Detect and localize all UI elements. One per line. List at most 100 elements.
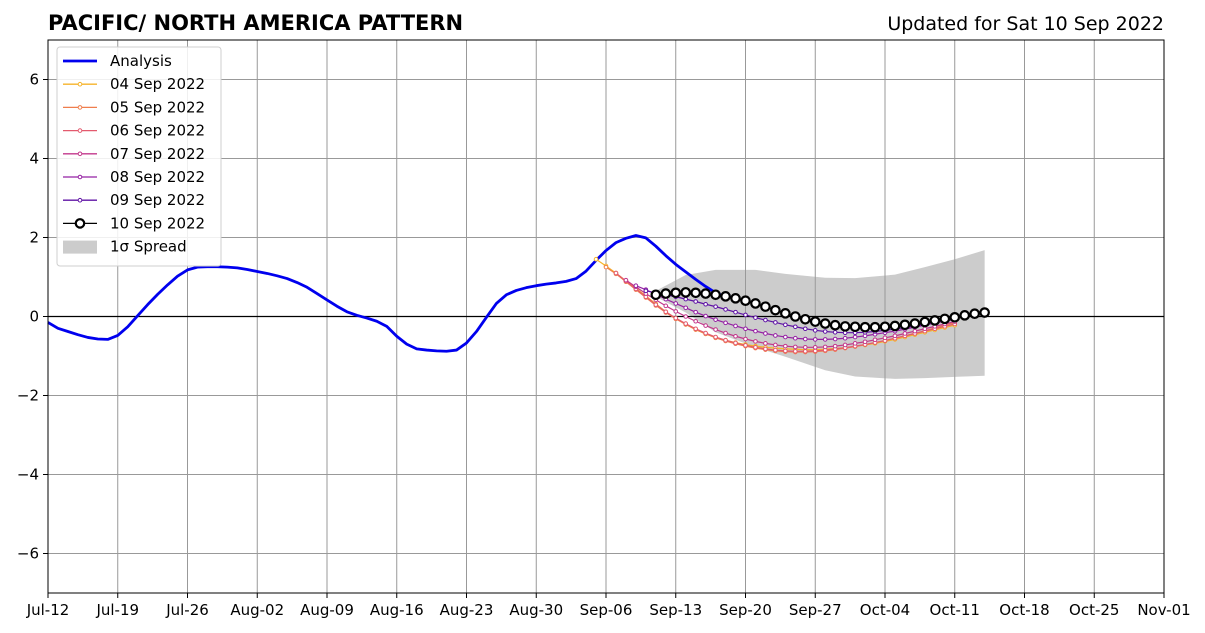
forecast-point: [723, 320, 728, 326]
forecast-point: [852, 334, 858, 340]
series-layer: [47, 234, 990, 355]
y-tick-label: −2: [17, 387, 39, 405]
forecast-point: [673, 315, 679, 321]
legend-marker: [77, 105, 83, 110]
forecast-point: [713, 327, 718, 332]
forecast-point: [849, 321, 861, 333]
forecast-point: [793, 335, 798, 341]
forecast-point: [730, 293, 741, 304]
forecast-point: [892, 333, 898, 339]
forecast-series: [650, 287, 990, 333]
forecast-point: [832, 343, 838, 349]
chart-title: PACIFIC/ NORTH AMERICA PATTERN: [48, 11, 463, 35]
forecast-point: [969, 308, 980, 320]
forecast-point: [899, 319, 911, 331]
x-tick-label: Aug-16: [370, 601, 424, 619]
forecast-point: [603, 264, 609, 270]
legend-label: 07 Sep 2022: [110, 145, 205, 163]
legend-label: Analysis: [110, 52, 172, 70]
forecast-point: [713, 304, 718, 309]
forecast-point: [842, 335, 848, 341]
forecast-point: [760, 301, 771, 312]
chart-subtitle: Updated for Sat 10 Sep 2022: [887, 13, 1164, 35]
forecast-point: [713, 334, 718, 340]
forecast-point: [783, 348, 788, 354]
x-tick-label: Jul-12: [26, 601, 70, 619]
forecast-point: [832, 336, 838, 342]
forecast-point: [783, 343, 788, 349]
legend-label: 10 Sep 2022: [110, 214, 205, 232]
forecast-point: [812, 337, 818, 342]
legend-label: 05 Sep 2022: [110, 98, 205, 116]
forecast-point: [693, 326, 698, 332]
forecast-point: [809, 316, 821, 327]
legend-item: 08 Sep 2022: [63, 168, 205, 186]
forecast-point: [690, 287, 701, 299]
forecast-point: [743, 326, 748, 332]
forecast-point: [650, 289, 662, 301]
legend-label: 06 Sep 2022: [110, 122, 205, 140]
forecast-point: [723, 307, 728, 312]
forecast-point: [773, 342, 778, 348]
legend: Analysis 04 Sep 2022 05 Sep 2022 06 Sep 202…: [56, 46, 222, 267]
forecast-point: [593, 256, 599, 262]
forecast-point: [720, 291, 731, 302]
legend-item: 06 Sep 2022: [63, 122, 205, 140]
forecast-point: [750, 298, 761, 309]
forecast-point: [763, 331, 768, 336]
legend-item: 04 Sep 2022: [63, 75, 205, 93]
forecast-point: [869, 321, 881, 333]
legend-box: [56, 46, 222, 267]
forecast-point: [753, 315, 758, 320]
forecast-point: [613, 270, 619, 276]
x-tick-label: Sep-13: [649, 601, 702, 619]
forecast-point: [802, 345, 808, 350]
forecast-point: [929, 315, 941, 326]
x-tick-label: Aug-02: [230, 601, 284, 619]
forecast-point: [733, 340, 738, 346]
forecast-point: [783, 322, 788, 328]
legend-marker: [77, 151, 83, 157]
forecast-point: [683, 314, 689, 319]
x-tick-label: Jul-19: [95, 601, 139, 619]
forecast-point: [882, 335, 888, 341]
x-tick-label: Sep-20: [719, 601, 772, 619]
x-tick-label: Sep-27: [789, 601, 842, 619]
forecast-point: [902, 331, 908, 336]
legend-item: 1σ Spread: [63, 238, 187, 256]
forecast-point: [693, 318, 698, 324]
forecast-point: [753, 339, 758, 344]
axis-ticks: Jul-12 Jul-19 Jul-26 Aug-02 Aug-09 Aug-16 Aug-…: [17, 71, 1191, 620]
forecast-point: [912, 328, 918, 334]
forecast-point: [703, 313, 708, 319]
forecast-point: [939, 313, 951, 325]
forecast-point: [660, 288, 672, 299]
x-tick-label: Aug-09: [300, 601, 354, 619]
forecast-point: [743, 336, 748, 342]
legend-marker: [77, 128, 83, 133]
x-tick-label: Nov-01: [1137, 601, 1190, 619]
forecast-point: [643, 288, 649, 294]
x-tick-label: Sep-06: [580, 601, 633, 619]
forecast-point: [852, 341, 858, 346]
legend-item: 07 Sep 2022: [63, 145, 205, 163]
forecast-point: [700, 288, 711, 299]
legend-marker: [77, 174, 83, 180]
x-tick-label: Oct-11: [930, 601, 980, 619]
forecast-point: [763, 346, 768, 352]
forecast-line: [625, 279, 955, 348]
x-tick-label: Jul-26: [165, 601, 209, 619]
forecast-point: [753, 345, 758, 350]
forecast-point: [802, 348, 808, 354]
legend-marker: [74, 218, 86, 229]
forecast-point: [740, 295, 751, 306]
forecast-point: [799, 313, 811, 325]
forecast-point: [790, 311, 801, 322]
forecast-point: [733, 323, 738, 329]
forecast-point: [773, 347, 778, 353]
legend-label: 08 Sep 2022: [110, 168, 205, 186]
legend-item: 10 Sep 2022: [63, 214, 205, 232]
x-tick-label: Aug-30: [509, 601, 563, 619]
forecast-point: [979, 307, 990, 318]
forecast-point: [763, 341, 768, 346]
